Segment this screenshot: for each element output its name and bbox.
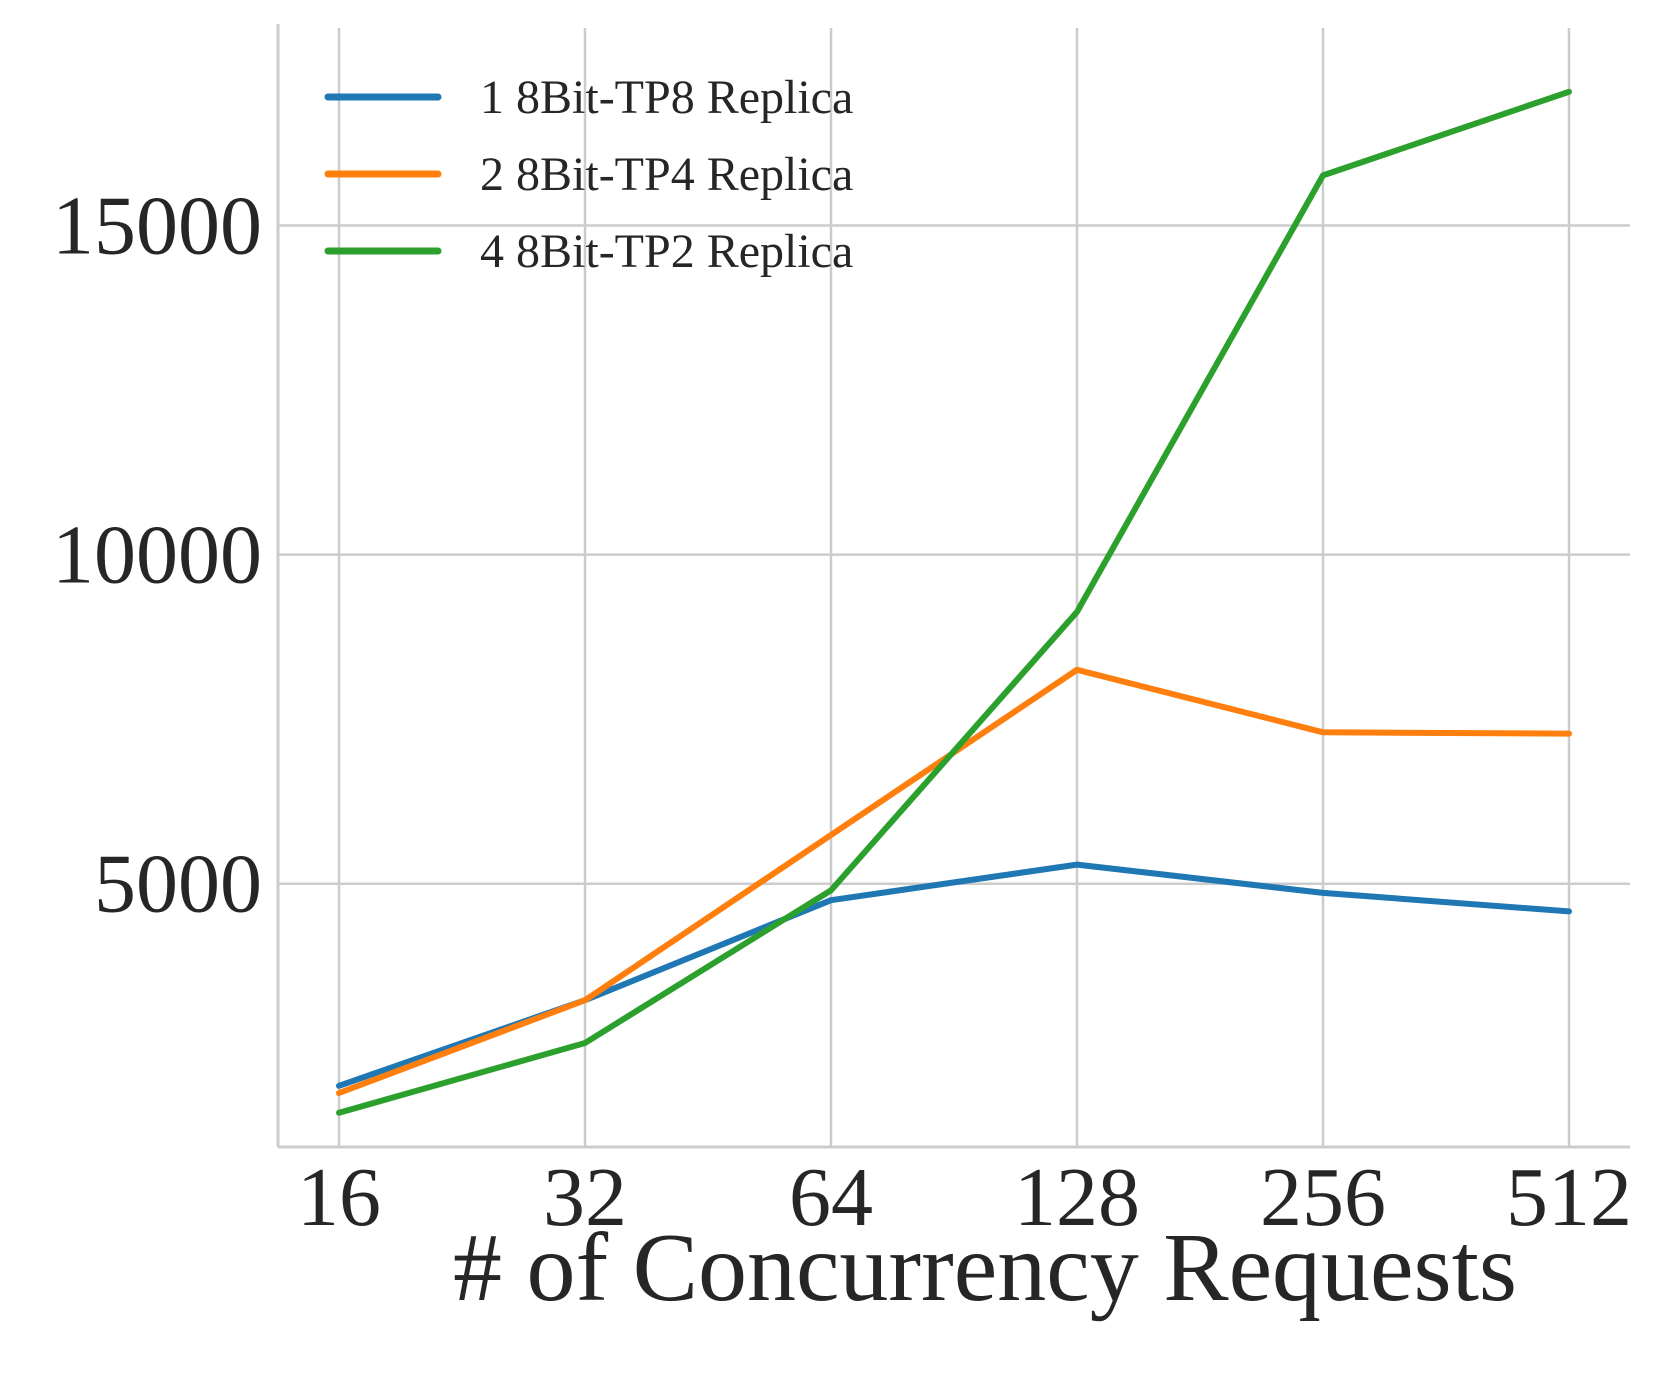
x-tick-label: 16 <box>297 1151 381 1244</box>
series-line-1 <box>336 861 1572 1089</box>
x-tick-label: 64 <box>789 1151 873 1244</box>
x-tick-label: 128 <box>1014 1151 1140 1244</box>
x-tick-label: 32 <box>543 1151 627 1244</box>
tick-labels: 16 32 64 128 256 512 5000 10000 15000 <box>52 179 1632 1244</box>
legend-item-3: 4 8Bit-TP2 Replica <box>324 225 853 278</box>
legend-label: 1 8Bit-TP8 Replica <box>480 71 853 124</box>
y-tick-label: 15000 <box>52 179 262 272</box>
legend-label: 2 8Bit-TP4 Replica <box>480 148 853 201</box>
y-tick-label: 10000 <box>52 509 262 602</box>
x-axis-label: # of Concurrency Requests <box>453 1214 1517 1322</box>
axes <box>276 24 1630 1149</box>
y-tick-label: 5000 <box>94 838 262 931</box>
legend-item-2: 2 8Bit-TP4 Replica <box>324 148 853 201</box>
legend-item-1: 1 8Bit-TP8 Replica <box>324 71 853 124</box>
x-tick-label: 512 <box>1506 1151 1632 1244</box>
legend-label: 4 8Bit-TP2 Replica <box>480 225 853 278</box>
legend: 1 8Bit-TP8 Replica 2 8Bit-TP4 Replica 4 8B… <box>324 71 853 278</box>
grid <box>278 28 1630 1147</box>
x-tick-label: 256 <box>1260 1151 1386 1244</box>
series-lines <box>336 88 1572 1116</box>
series-line-3 <box>336 88 1572 1116</box>
